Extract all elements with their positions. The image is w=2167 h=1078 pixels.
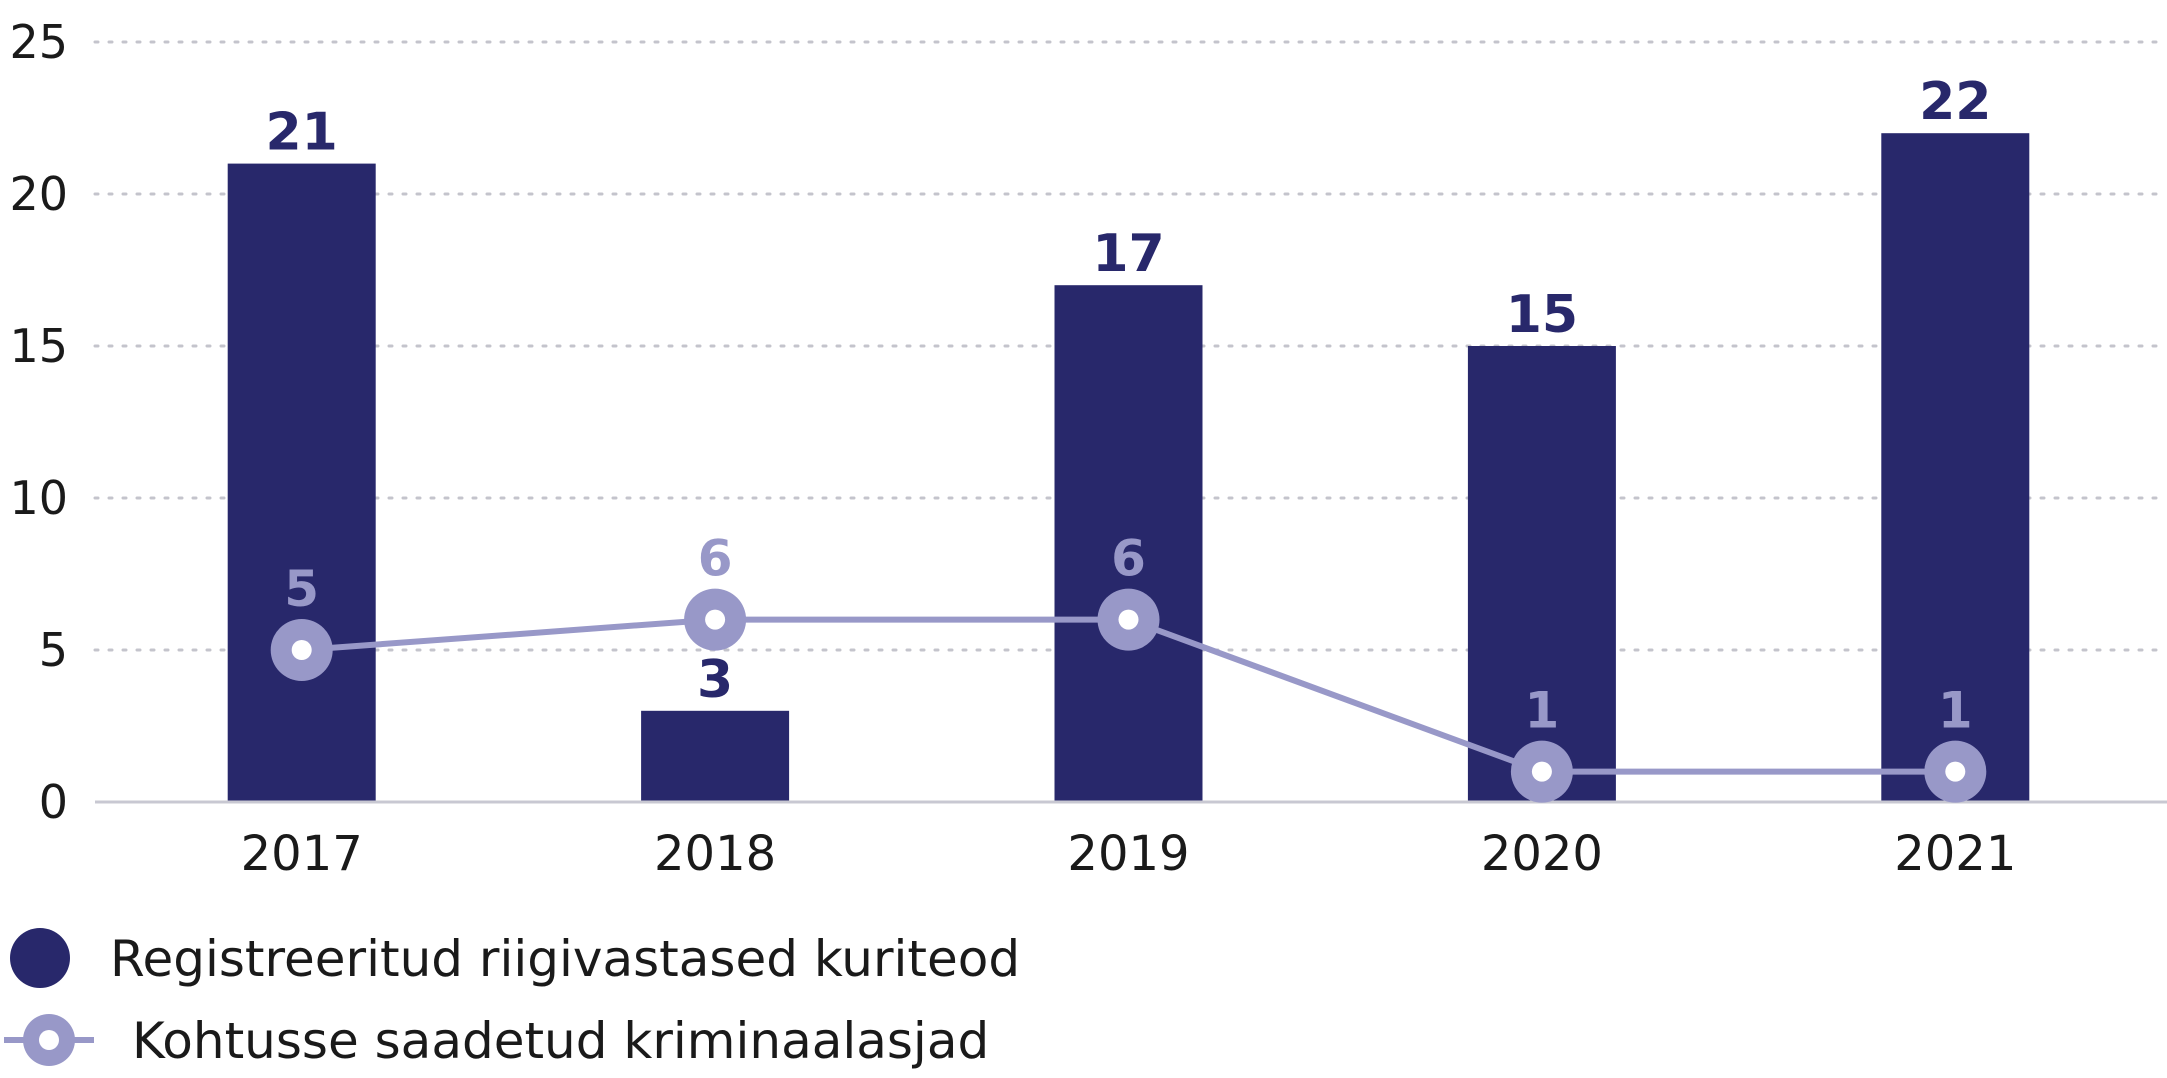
legend-label-line: Kohtusse saadetud kriminaalasjad (132, 1012, 989, 1070)
line-value-label: 1 (1938, 682, 1973, 740)
bar-2021 (1881, 133, 2030, 802)
x-tick-label: 2017 (241, 826, 363, 882)
line-marker-center (1945, 761, 1966, 782)
bar-value-label: 22 (1919, 72, 1991, 132)
line-value-label: 6 (1111, 530, 1146, 588)
x-tick-label: 2020 (1481, 826, 1603, 882)
bar-value-label: 21 (266, 103, 338, 163)
legend: Registreeritud riigivastased kuriteod Ko… (4, 928, 1020, 1070)
legend-swatch-line-marker-center (39, 1030, 59, 1050)
bar-2020 (1467, 346, 1616, 802)
x-axis-ticks: 2017 2018 2019 2020 2021 (241, 826, 2017, 882)
line-marker-center (1531, 761, 1552, 782)
bar-2018 (641, 710, 790, 802)
line-marker-center (1118, 609, 1139, 630)
y-tick-label: 0 (39, 775, 68, 829)
line-series: 5 6 6 1 1 (270, 530, 1987, 803)
line-value-label: 1 (1525, 682, 1560, 740)
bar-value-label: 17 (1092, 224, 1164, 284)
line-value-label: 6 (698, 530, 733, 588)
y-axis-ticks: 0 5 10 15 20 25 (9, 15, 68, 829)
line-marker-center (705, 609, 726, 630)
x-tick-label: 2018 (654, 826, 776, 882)
x-tick-label: 2019 (1067, 826, 1189, 882)
x-tick-label: 2021 (1894, 826, 2016, 882)
bar-value-label: 15 (1506, 285, 1578, 345)
y-tick-label: 20 (9, 167, 68, 221)
y-tick-label: 5 (39, 623, 68, 677)
line-marker-center (291, 640, 312, 660)
line-value-label: 5 (284, 560, 319, 618)
y-tick-label: 25 (9, 15, 68, 69)
legend-label-bars: Registreeritud riigivastased kuriteod (110, 930, 1020, 988)
y-tick-label: 10 (9, 471, 68, 525)
legend-swatch-bars (10, 928, 70, 988)
bar-value-label: 3 (697, 650, 733, 710)
bar-2017 (227, 163, 376, 803)
bar-2019 (1054, 285, 1203, 802)
y-tick-label: 15 (9, 319, 68, 373)
